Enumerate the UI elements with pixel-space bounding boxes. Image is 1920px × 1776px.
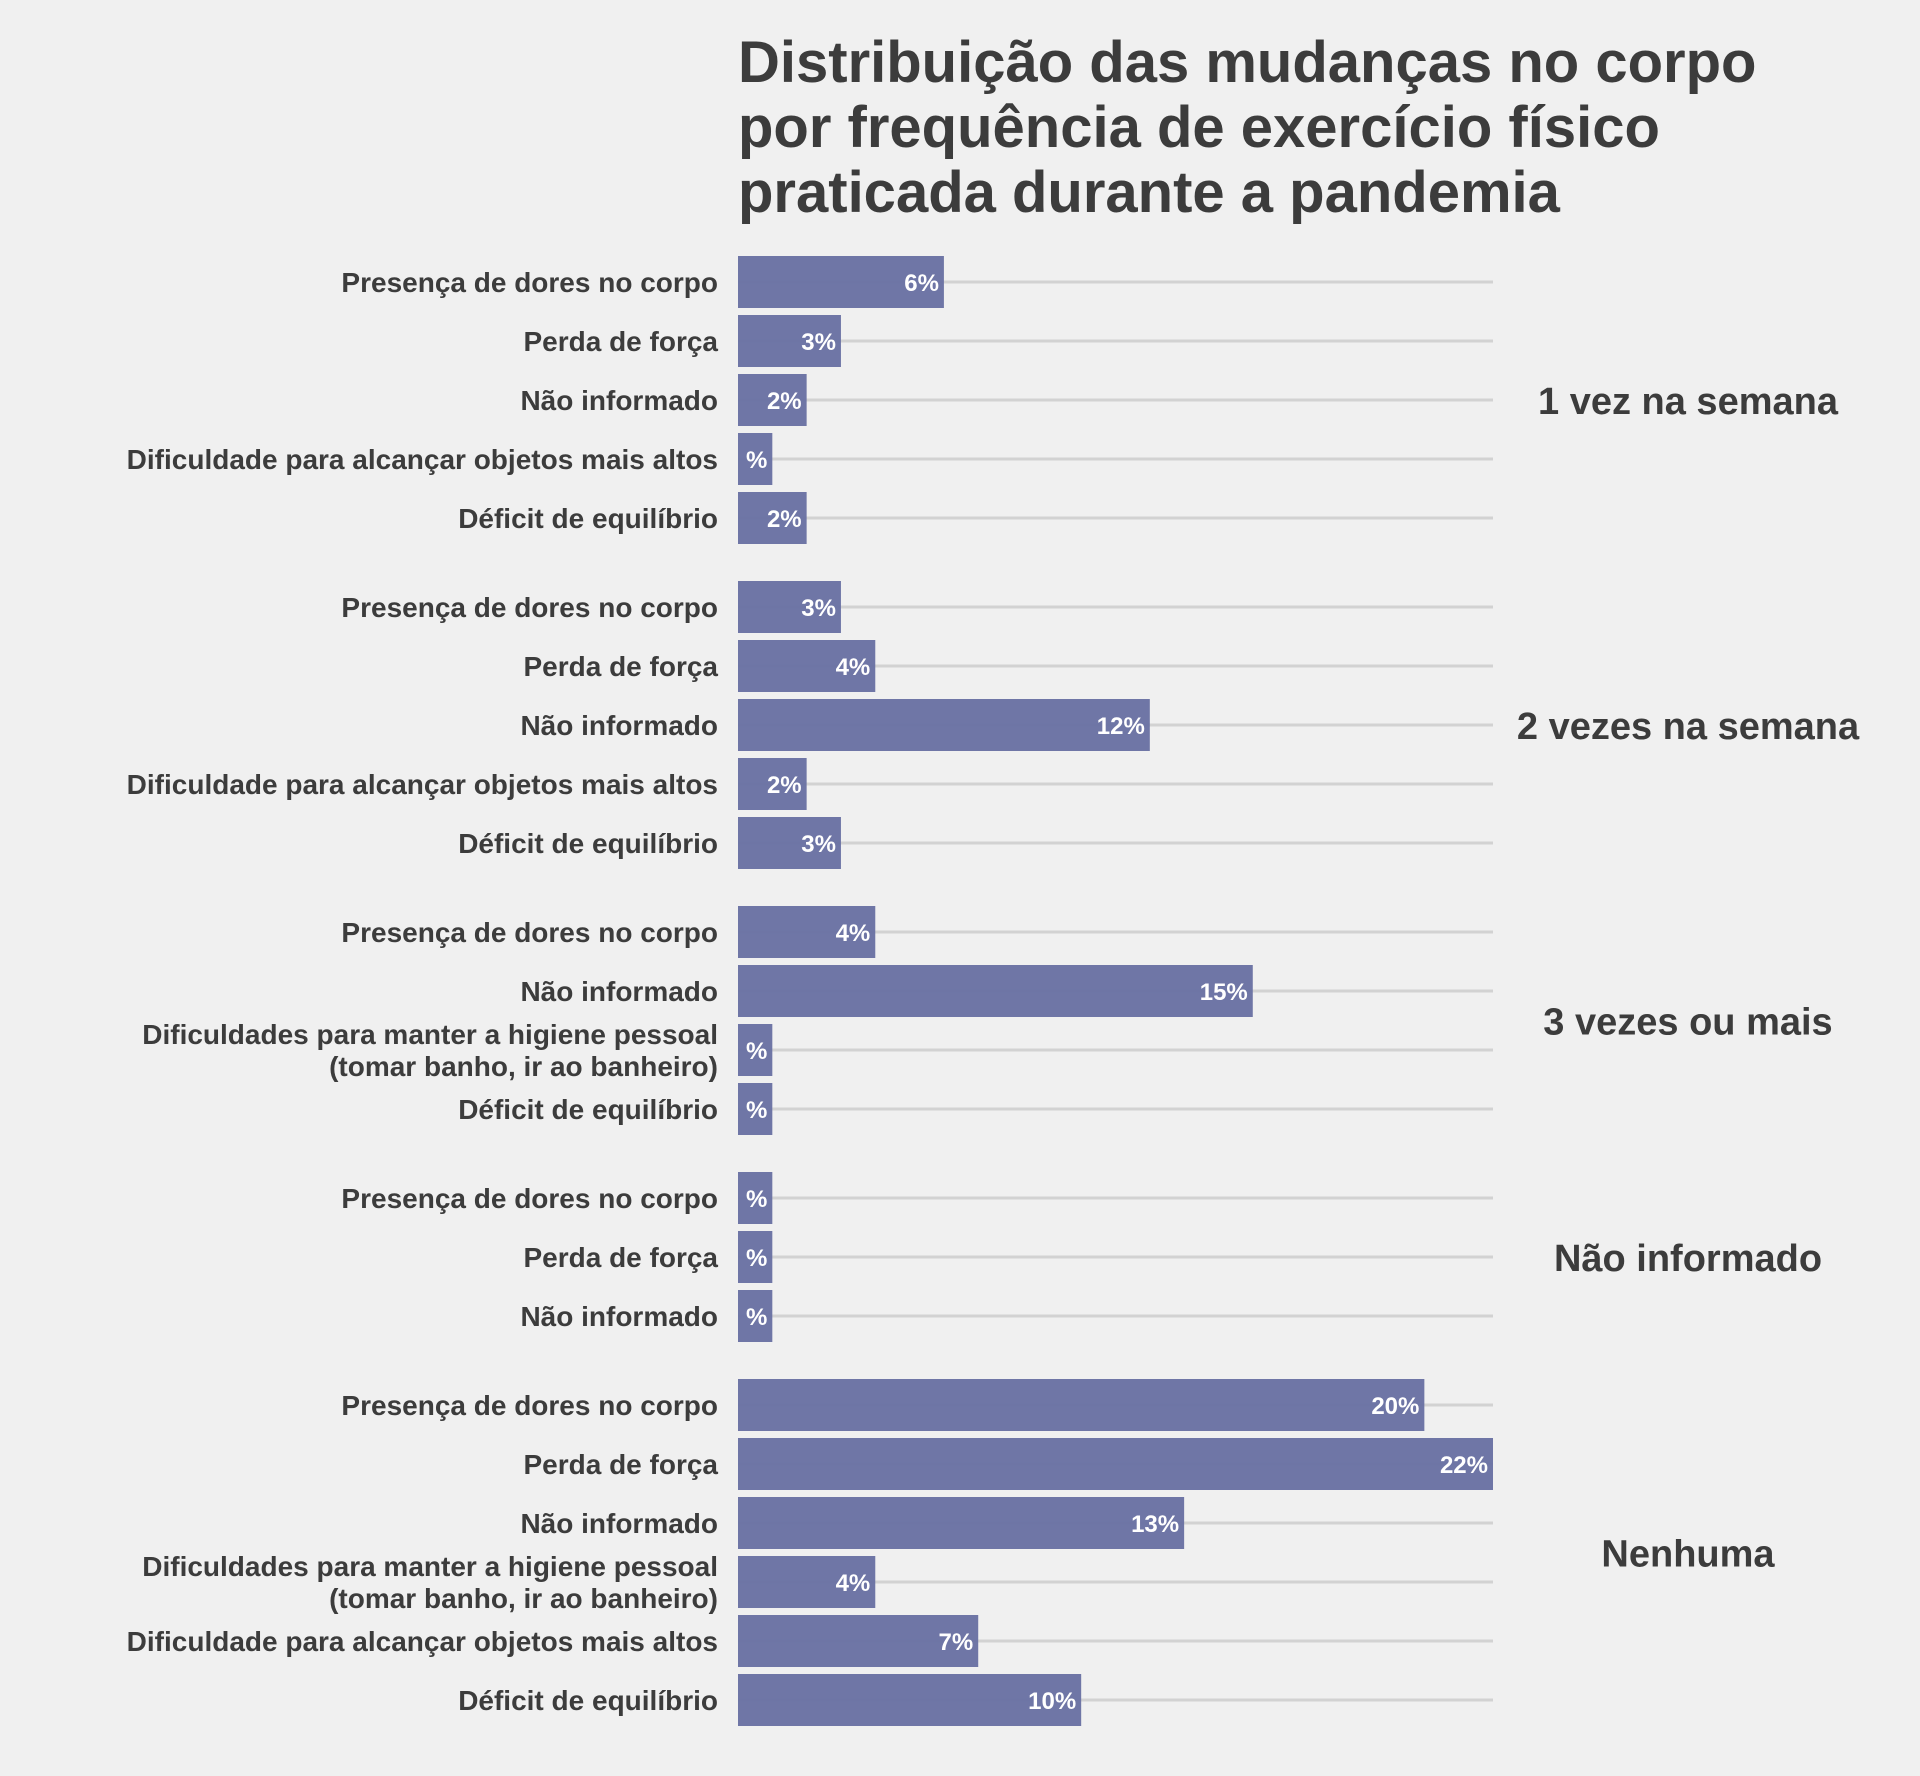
- bar: [738, 256, 944, 308]
- bar: [738, 1290, 773, 1342]
- bar-value-label: 2%: [767, 772, 802, 799]
- bar: [738, 1615, 979, 1667]
- category-label: Perda de força: [523, 1242, 718, 1273]
- bar-value-label: 10%: [1028, 1688, 1076, 1715]
- bar-value-label: %: [746, 1097, 767, 1124]
- bar-value-label: %: [746, 1304, 767, 1331]
- bar: [738, 581, 841, 633]
- category-label: Não informado: [520, 385, 718, 416]
- facet-group: 6% Presença de dores no corpo 3% Perda de f…: [127, 256, 1839, 544]
- chart-title-line: praticada durante a pandemia: [738, 160, 1560, 225]
- bar-value-label: 12%: [1097, 713, 1145, 740]
- bar-value-label: 4%: [836, 920, 871, 947]
- category-label: Não informado: [520, 976, 718, 1007]
- chart-title: Distribuição das mudanças no corpo por f…: [738, 30, 1888, 225]
- category-label: (tomar banho, ir ao banheiro): [329, 1051, 718, 1082]
- bar: [738, 906, 876, 958]
- bar-value-label: 22%: [1440, 1452, 1488, 1479]
- bar: [738, 1083, 773, 1135]
- bar: [738, 1497, 1185, 1549]
- bar: [738, 1674, 1082, 1726]
- facet-group: 4% Presença de dores no corpo 15% Não infor…: [142, 906, 1833, 1135]
- category-label: Não informado: [520, 1301, 718, 1332]
- bar-value-label: %: [746, 1186, 767, 1213]
- bar-value-label: 7%: [939, 1629, 974, 1656]
- bar-value-label: 4%: [836, 654, 871, 681]
- category-label: Dificuldade para alcançar objetos mais a…: [127, 444, 718, 475]
- category-label: Déficit de equilíbrio: [458, 503, 718, 534]
- category-label: Dificuldade para alcançar objetos mais a…: [127, 769, 718, 800]
- bar-value-label: 3%: [801, 831, 836, 858]
- bar-value-label: %: [746, 1038, 767, 1065]
- facet-label: 3 vezes ou mais: [1543, 1002, 1832, 1044]
- category-label: (tomar banho, ir ao banheiro): [329, 1583, 718, 1614]
- bar-value-label: 3%: [801, 329, 836, 356]
- bar-value-label: 2%: [767, 388, 802, 415]
- bar-value-label: 13%: [1131, 1511, 1179, 1538]
- bar-value-label: 2%: [767, 506, 802, 533]
- bar: [738, 1379, 1425, 1431]
- chart-title-line: por frequência de exercício físico: [738, 95, 1660, 160]
- category-label: Não informado: [520, 710, 718, 741]
- bar-value-label: 15%: [1200, 979, 1248, 1006]
- facet-label: 2 vezes na semana: [1517, 706, 1860, 748]
- bar-value-label: %: [746, 447, 767, 474]
- category-label: Presença de dores no corpo: [341, 917, 718, 948]
- category-label: Presença de dores no corpo: [341, 1390, 718, 1421]
- category-label: Déficit de equilíbrio: [458, 828, 718, 859]
- bar: [738, 965, 1253, 1017]
- bar-value-label: 6%: [904, 270, 939, 297]
- bar: [738, 1024, 773, 1076]
- category-label: Dificuldades para manter a higiene pesso…: [142, 1019, 718, 1050]
- bar: [738, 492, 807, 544]
- bar-value-label: %: [746, 1245, 767, 1272]
- facet-label: Nenhuma: [1601, 1534, 1775, 1576]
- category-label: Não informado: [520, 1508, 718, 1539]
- category-label: Déficit de equilíbrio: [458, 1685, 718, 1716]
- category-label: Presença de dores no corpo: [341, 267, 718, 298]
- facet-label: 1 vez na semana: [1538, 381, 1839, 423]
- bar: [738, 1556, 876, 1608]
- category-label: Perda de força: [523, 326, 718, 357]
- bar: [738, 1438, 1493, 1490]
- category-label: Presença de dores no corpo: [341, 592, 718, 623]
- facet-group: 20% Presença de dores no corpo 22% Perda de…: [127, 1379, 1775, 1726]
- bar: [738, 758, 807, 810]
- category-label: Perda de força: [523, 1449, 718, 1480]
- bar-value-label: 3%: [801, 595, 836, 622]
- bar-value-label: 4%: [836, 1570, 871, 1597]
- bar: [738, 1172, 773, 1224]
- category-label: Déficit de equilíbrio: [458, 1094, 718, 1125]
- bar: [738, 640, 876, 692]
- bar: [738, 315, 841, 367]
- facet-group: % Presença de dores no corpo% Perda de for…: [341, 1172, 1822, 1342]
- facet-group: 3% Presença de dores no corpo 4% Perda de f…: [127, 581, 1860, 869]
- chart-title-line: Distribuição das mudanças no corpo: [738, 30, 1757, 95]
- bar: [738, 374, 807, 426]
- bar-value-label: 20%: [1371, 1393, 1419, 1420]
- bar: [738, 433, 773, 485]
- category-label: Dificuldades para manter a higiene pesso…: [142, 1551, 718, 1582]
- category-label: Dificuldade para alcançar objetos mais a…: [127, 1626, 718, 1657]
- category-label: Presença de dores no corpo: [341, 1183, 718, 1214]
- bar: [738, 817, 841, 869]
- bar: [738, 1231, 773, 1283]
- category-label: Perda de força: [523, 651, 718, 682]
- bar: [738, 699, 1150, 751]
- facet-label: Não informado: [1554, 1238, 1822, 1280]
